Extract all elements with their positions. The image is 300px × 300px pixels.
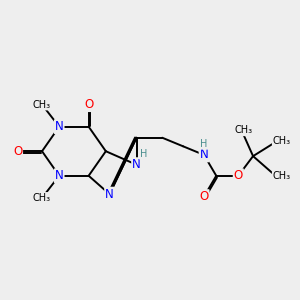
Text: CH₃: CH₃ (273, 171, 291, 181)
Text: N: N (55, 169, 64, 182)
Text: CH₃: CH₃ (234, 125, 252, 135)
Text: O: O (200, 190, 208, 203)
Text: N: N (132, 158, 141, 171)
Text: CH₃: CH₃ (33, 193, 51, 203)
Text: O: O (13, 145, 22, 158)
Text: H: H (200, 139, 208, 149)
Text: O: O (84, 98, 93, 111)
Text: CH₃: CH₃ (33, 100, 51, 110)
Text: N: N (55, 120, 64, 133)
Text: CH₃: CH₃ (273, 136, 291, 146)
Text: N: N (105, 188, 114, 201)
Text: O: O (234, 169, 243, 182)
Text: N: N (200, 148, 208, 161)
Text: H: H (140, 149, 147, 159)
